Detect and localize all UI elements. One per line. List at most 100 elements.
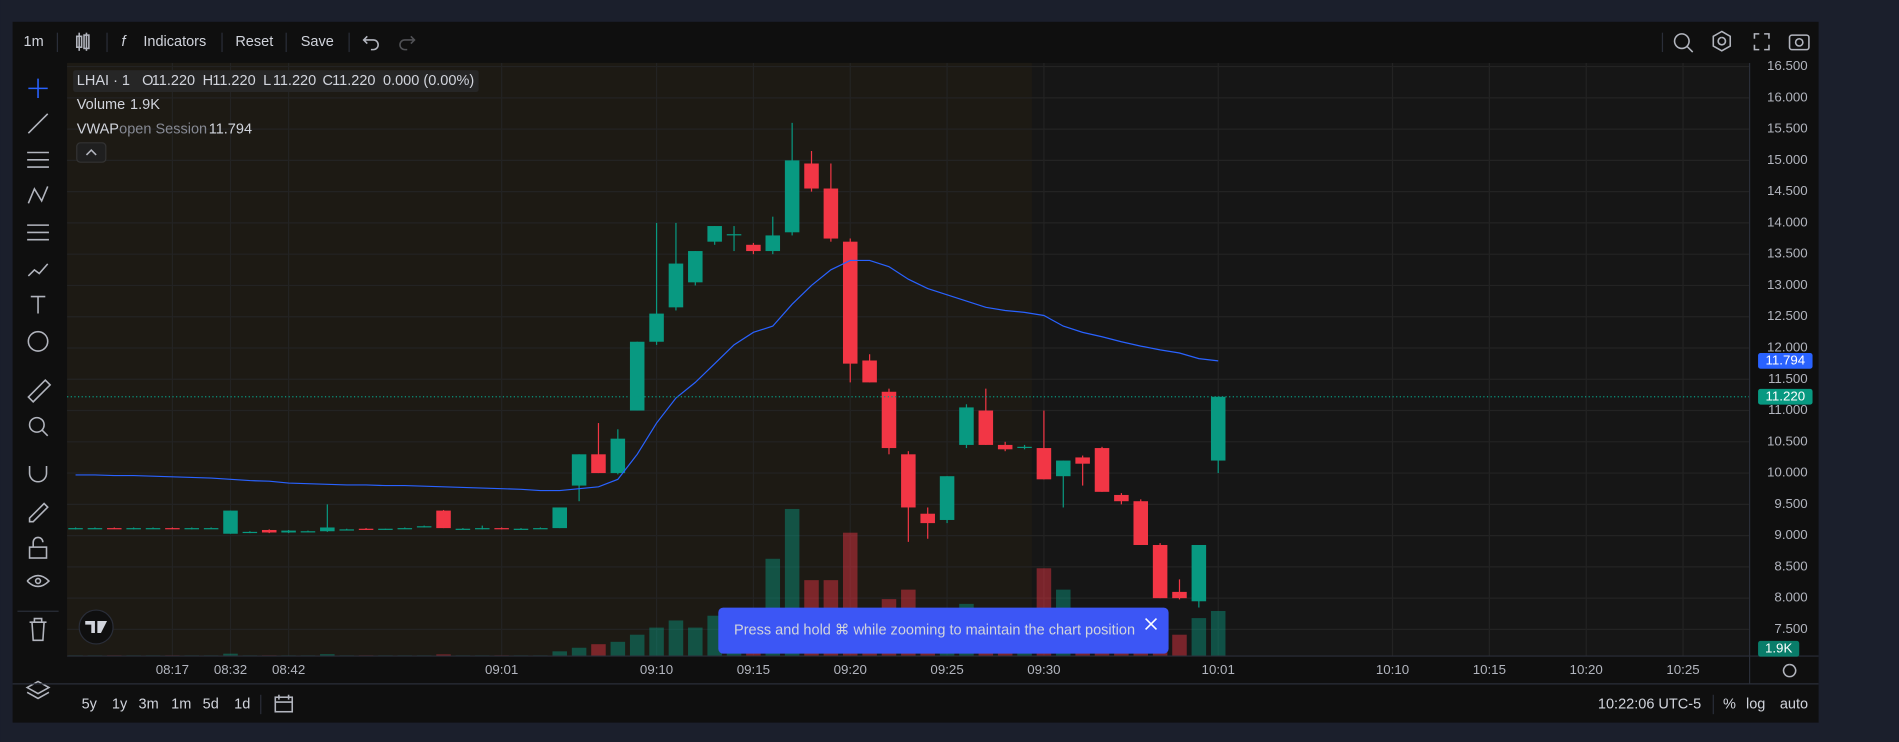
candle-body — [320, 527, 335, 532]
undo-button[interactable] — [362, 35, 379, 51]
candle-body — [203, 528, 219, 530]
premarket-shade — [67, 62, 1032, 657]
y-tick-label: 15.500 — [1767, 121, 1808, 136]
candle-body — [881, 391, 897, 449]
volume-bar — [552, 651, 568, 657]
volume-bar — [1172, 634, 1187, 657]
drawing-tools[interactable] — [25, 78, 52, 700]
candle-body — [649, 313, 664, 342]
range-button[interactable]: 1m — [171, 696, 191, 712]
candle-body — [358, 528, 374, 530]
interval-button[interactable]: 1m — [24, 34, 44, 50]
candle-body — [165, 528, 180, 530]
ohlc-label: O — [142, 73, 153, 89]
ohlc-label: C — [322, 73, 332, 89]
y-tick-label: 15.000 — [1767, 152, 1808, 167]
candle-body — [126, 528, 141, 530]
toast-text: Press and hold ⌘ while zooming to mainta… — [734, 622, 1135, 638]
y-tick-label: 8.500 — [1774, 558, 1807, 573]
vwap-line — [75, 259, 1219, 492]
y-tick-label: 14.000 — [1767, 214, 1808, 229]
collapse-button[interactable] — [76, 142, 107, 163]
y-tick-label: 11.500 — [1768, 371, 1808, 386]
range-button[interactable]: 1y — [112, 696, 128, 712]
candle-body — [1133, 501, 1149, 545]
candle-body — [842, 241, 858, 364]
volume-bar — [688, 627, 703, 657]
candle-body — [726, 234, 742, 236]
candle-body — [145, 528, 161, 530]
candle-body — [475, 528, 490, 530]
x-tick-label: 08:42 — [272, 662, 305, 677]
save-button[interactable]: Save — [301, 34, 334, 50]
candle-body — [784, 160, 800, 233]
candle-body — [223, 510, 238, 534]
price-tag — [1758, 388, 1813, 405]
chart-type-button[interactable] — [75, 32, 90, 51]
candle-body — [494, 528, 509, 530]
indicators-button[interactable]: Indicators — [143, 34, 206, 50]
toast — [718, 607, 1169, 654]
logo-mark — [85, 620, 108, 634]
candle-body — [804, 163, 819, 189]
volume-bar — [1210, 610, 1226, 657]
goto-date-button[interactable] — [274, 694, 294, 713]
log-toggle[interactable]: log — [1746, 696, 1765, 712]
x-tick-label: 09:10 — [640, 662, 673, 677]
candle-body — [997, 444, 1013, 450]
candle-body — [513, 528, 529, 530]
range-button[interactable]: 3m — [139, 696, 159, 712]
volume-bar — [629, 634, 645, 657]
candle-body — [959, 407, 974, 445]
candle-body — [455, 528, 471, 530]
auto-toggle[interactable]: auto — [1780, 696, 1808, 712]
range-button[interactable]: 5d — [203, 696, 219, 712]
candle-body — [552, 507, 568, 529]
toast-close[interactable] — [1145, 617, 1158, 630]
reset-button[interactable]: Reset — [235, 34, 273, 50]
candle-body — [901, 454, 916, 508]
symbol[interactable]: LHAI · 1 — [77, 73, 130, 89]
candle-body — [1172, 591, 1187, 599]
vwap-label[interactable]: VWAP — [77, 121, 119, 137]
candle-body — [1017, 446, 1032, 449]
candle-body — [300, 531, 316, 533]
volume-bar — [610, 641, 626, 657]
candle-body — [184, 528, 200, 530]
fullscreen-button[interactable] — [1753, 33, 1770, 51]
y-tick-label: 12.000 — [1767, 340, 1808, 355]
candle-body — [920, 513, 935, 524]
y-tick-label: 10.500 — [1767, 433, 1808, 448]
x-tick-label: 08:32 — [214, 662, 247, 677]
candle-body — [261, 529, 277, 533]
redo-button[interactable] — [399, 35, 416, 51]
y-tick-label: 13.500 — [1767, 246, 1808, 261]
clock[interactable]: 10:22:06 UTC-5 — [1598, 696, 1701, 712]
settings-button[interactable] — [1712, 30, 1732, 52]
candle-body — [746, 244, 761, 252]
candle-body — [1114, 494, 1129, 502]
x-tick-label: 08:17 — [156, 662, 189, 677]
volume-label[interactable]: Volume — [77, 97, 125, 113]
vwap-params: open Session — [119, 121, 207, 137]
axis-settings[interactable] — [1782, 663, 1797, 678]
candle-body — [339, 529, 354, 531]
range-button[interactable]: 5y — [82, 696, 98, 712]
screenshot-button[interactable] — [1788, 34, 1810, 51]
candle-body — [378, 528, 393, 530]
y-tick-label: 14.500 — [1767, 183, 1808, 198]
volume-bar — [591, 644, 606, 657]
logo[interactable] — [78, 609, 114, 645]
y-tick-label: 16.000 — [1767, 89, 1808, 104]
percent-toggle[interactable]: % — [1723, 696, 1736, 712]
y-tick-label: 11.000 — [1768, 402, 1808, 417]
range-button[interactable]: 1d — [234, 696, 250, 712]
candle-body — [1036, 448, 1052, 480]
volume-tag — [1758, 640, 1800, 657]
candle-body — [397, 528, 413, 530]
x-tick-label: 10:15 — [1473, 662, 1506, 677]
candle-body — [591, 454, 606, 474]
search-button[interactable] — [1673, 33, 1694, 53]
candle-body — [281, 530, 296, 533]
